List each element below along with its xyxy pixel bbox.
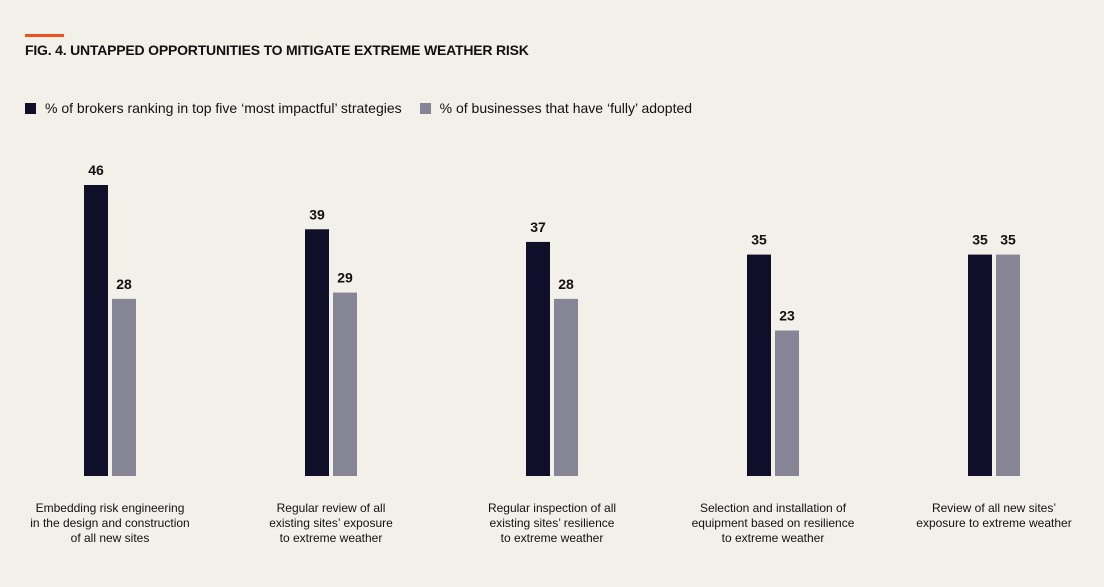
bar-brokers-1 [305, 229, 329, 476]
category-label-2: Regular inspection of all existing sites… [487, 501, 617, 545]
category-label-3: Selection and installation of equipment … [691, 501, 855, 545]
accent-bar [25, 34, 64, 37]
category-label-0: Embedding risk engineering in the design… [30, 501, 190, 545]
legend-swatch-businesses [419, 102, 431, 114]
data-label-businesses-2: 28 [558, 276, 574, 292]
bar-brokers-4 [968, 254, 992, 476]
bar-businesses-2 [554, 298, 578, 476]
bar-brokers-0 [84, 185, 108, 476]
bar-businesses-4 [996, 254, 1020, 476]
chart-title: FIG. 4. UNTAPPED OPPORTUNITIES TO MITIGA… [25, 42, 529, 58]
data-label-businesses-3: 23 [779, 308, 795, 324]
data-label-brokers-3: 35 [751, 232, 767, 248]
category-label-4: Review of all new sites’ exposure to ext… [916, 501, 1072, 530]
bar-businesses-1 [333, 292, 357, 476]
data-label-brokers-1: 39 [309, 206, 325, 222]
bar-businesses-3 [775, 330, 799, 476]
bar-brokers-3 [747, 254, 771, 476]
legend-swatch-brokers [25, 102, 36, 114]
data-label-businesses-0: 28 [116, 276, 132, 292]
category-label-1: Regular review of all existing sites’ ex… [269, 501, 393, 545]
data-label-brokers-2: 37 [530, 219, 546, 235]
data-label-brokers-4: 35 [972, 232, 988, 248]
legend: % of brokers ranking in top five ‘most i… [25, 100, 710, 116]
data-label-brokers-0: 46 [88, 162, 104, 178]
legend-item-businesses: % of businesses that have ‘fully’ adopte… [419, 100, 693, 116]
data-label-businesses-1: 29 [337, 270, 353, 286]
legend-label-businesses: % of businesses that have ‘fully’ adopte… [439, 100, 693, 116]
data-label-businesses-4: 35 [1000, 232, 1016, 248]
legend-item-brokers: % of brokers ranking in top five ‘most i… [25, 100, 402, 116]
bar-brokers-2 [526, 241, 550, 476]
legend-label-brokers: % of brokers ranking in top five ‘most i… [45, 100, 402, 116]
bar-businesses-0 [112, 298, 136, 476]
